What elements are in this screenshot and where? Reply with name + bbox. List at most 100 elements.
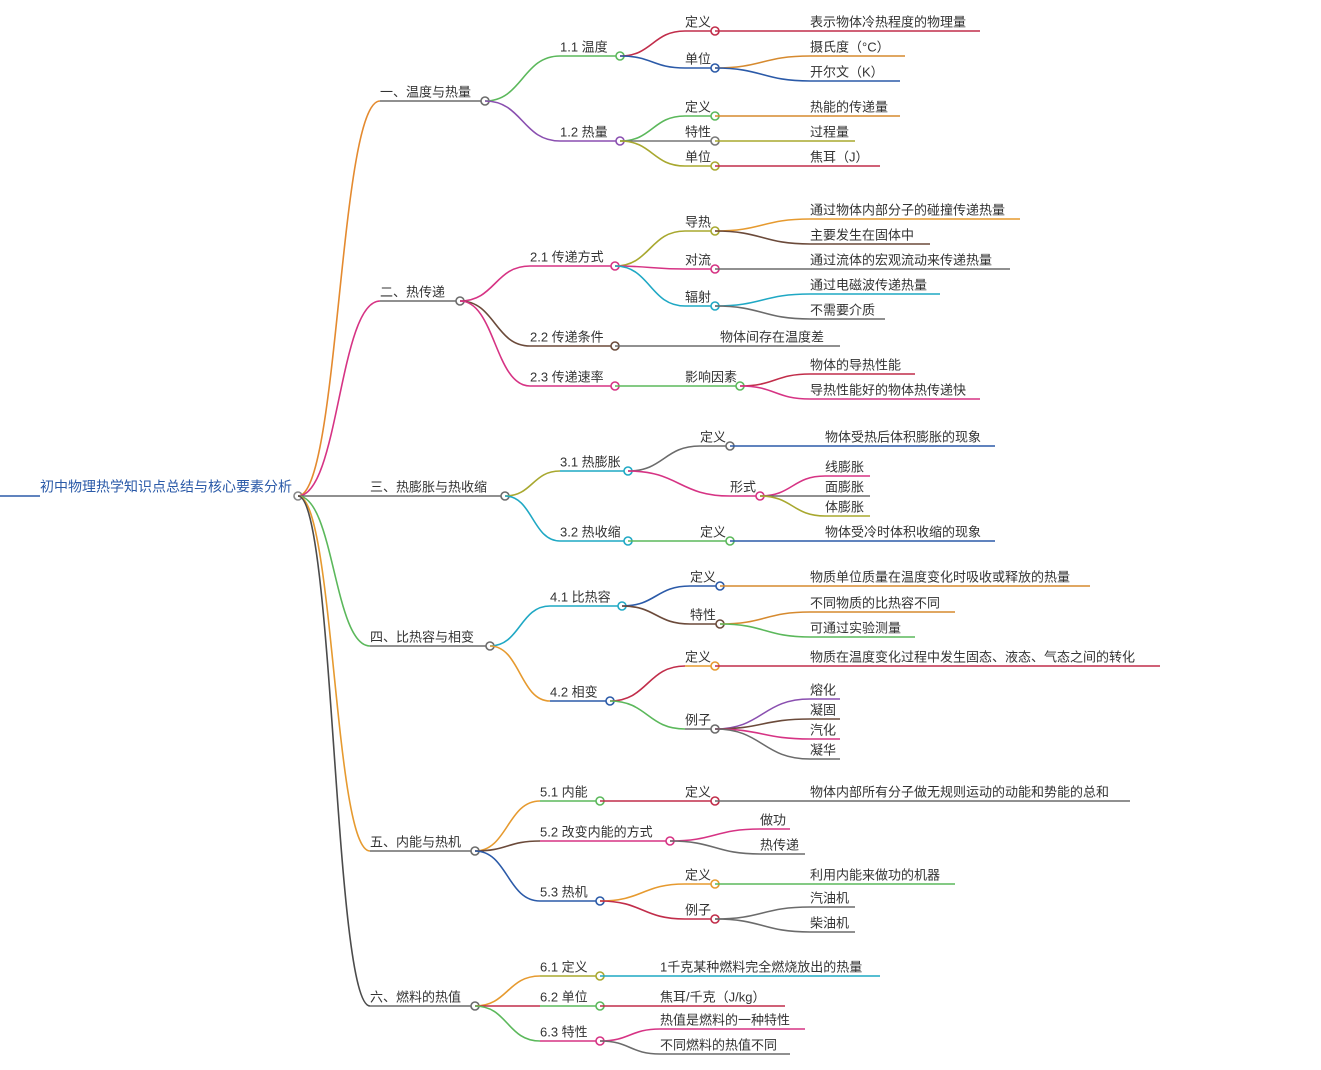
node-label: 可通过实验测量 <box>810 620 901 635</box>
node-label: 六、燃料的热值 <box>370 989 461 1004</box>
node-label: 凝华 <box>810 742 836 757</box>
node-label: 焦耳（J） <box>810 149 869 164</box>
node-label: 过程量 <box>810 124 849 139</box>
node-label: 1.2 热量 <box>560 124 608 139</box>
node-label: 熔化 <box>810 682 836 697</box>
edge <box>600 901 685 919</box>
node-label: 主要发生在固体中 <box>810 227 914 242</box>
edge <box>620 31 685 56</box>
node-label: 三、热膨胀与热收缩 <box>370 479 487 494</box>
node-label: 线膨胀 <box>825 459 864 474</box>
edge <box>460 266 530 301</box>
node-label: 利用内能来做功的机器 <box>810 867 940 882</box>
node-label: 定义 <box>700 524 726 539</box>
edge <box>620 56 685 68</box>
node-label: 形式 <box>730 479 756 494</box>
node-label: 定义 <box>685 784 711 799</box>
node-label: 单位 <box>685 149 711 164</box>
node-label: 2.3 传递速率 <box>530 369 604 384</box>
node-label: 5.2 改变内能的方式 <box>540 824 653 839</box>
edge <box>505 471 560 496</box>
node-label: 定义 <box>685 649 711 664</box>
edge <box>620 141 685 166</box>
node-label: 6.3 特性 <box>540 1024 588 1039</box>
edge <box>720 612 810 624</box>
node-label: 2.2 传递条件 <box>530 329 604 344</box>
node-label: 不同物质的比热容不同 <box>810 595 940 610</box>
edge <box>475 1006 540 1041</box>
edge <box>622 586 690 606</box>
node-label: 物体受热后体积膨胀的现象 <box>825 429 981 444</box>
node-label: 4.2 相变 <box>550 684 598 699</box>
node-label: 面膨胀 <box>825 479 864 494</box>
node-label: 体膨胀 <box>825 499 864 514</box>
edge <box>475 851 540 901</box>
edge <box>610 701 685 729</box>
node-label: 2.1 传递方式 <box>530 249 604 264</box>
edge <box>490 646 550 701</box>
node-label: 辐射 <box>685 289 711 304</box>
node-label: 通过电磁波传递热量 <box>810 277 927 292</box>
node-label: 不同燃料的热值不同 <box>660 1037 777 1052</box>
edge <box>760 476 825 496</box>
node-label: 凝固 <box>810 702 836 717</box>
node-label: 定义 <box>700 429 726 444</box>
edge <box>490 606 550 646</box>
edge <box>715 231 810 244</box>
edge <box>600 884 685 901</box>
edge <box>485 101 560 141</box>
node-label: 开尔文（K） <box>810 64 884 79</box>
node-label: 二、热传递 <box>380 284 445 299</box>
node-label: 不需要介质 <box>810 302 875 317</box>
edge <box>460 301 530 346</box>
edge <box>298 496 370 851</box>
edge <box>715 56 810 68</box>
edge <box>505 496 560 541</box>
node-label: 柴油机 <box>810 915 849 930</box>
node-label: 影响因素 <box>685 369 737 384</box>
edge <box>715 68 810 81</box>
node-label: 热能的传递量 <box>810 99 888 114</box>
node-label: 物体的导热性能 <box>810 357 901 372</box>
node-label: 热传递 <box>760 837 799 852</box>
mindmap-canvas: 初中物理热学知识点总结与核心要素分析一、温度与热量1.1 温度定义表示物体冷热程… <box>0 0 1321 1070</box>
node-label: 5.3 热机 <box>540 884 588 899</box>
edge <box>600 1041 660 1054</box>
node-label: 4.1 比热容 <box>550 589 611 604</box>
edge <box>298 301 380 496</box>
node-label: 一、温度与热量 <box>380 84 471 99</box>
edge <box>460 301 530 386</box>
node-label: 6.2 单位 <box>540 989 588 1004</box>
node-label: 物体间存在温度差 <box>720 329 824 344</box>
node-label: 物体内部所有分子做无规则运动的动能和势能的总和 <box>810 784 1109 799</box>
node-label: 焦耳/千克（J/kg） <box>660 989 765 1004</box>
node-label: 导热 <box>685 214 711 229</box>
node-label: 热值是燃料的一种特性 <box>660 1012 790 1027</box>
node-label: 3.1 热膨胀 <box>560 454 621 469</box>
node-label: 定义 <box>685 867 711 882</box>
node-label: 6.1 定义 <box>540 959 588 974</box>
edge <box>760 496 825 516</box>
node-label: 定义 <box>685 14 711 29</box>
node-label: 定义 <box>690 569 716 584</box>
edge <box>740 386 810 399</box>
edge <box>610 666 685 701</box>
edge <box>622 606 690 624</box>
node-label: 特性 <box>685 124 711 139</box>
edge <box>715 294 810 306</box>
node-label: 对流 <box>685 252 711 267</box>
node-label: 物质单位质量在温度变化时吸收或释放的热量 <box>810 569 1070 584</box>
edge <box>298 496 370 646</box>
edge <box>615 266 685 306</box>
node-label: 单位 <box>685 51 711 66</box>
node-label: 汽化 <box>810 722 836 737</box>
node-label: 摄氏度（°C） <box>810 39 890 54</box>
node-label: 定义 <box>685 99 711 114</box>
edge <box>628 446 700 471</box>
node-label: 五、内能与热机 <box>370 834 461 849</box>
edge <box>715 919 810 932</box>
node-label: 5.1 内能 <box>540 784 588 799</box>
edge <box>600 1029 660 1041</box>
node-label: 导热性能好的物体热传递快 <box>810 382 966 397</box>
node-label: 四、比热容与相变 <box>370 629 474 644</box>
